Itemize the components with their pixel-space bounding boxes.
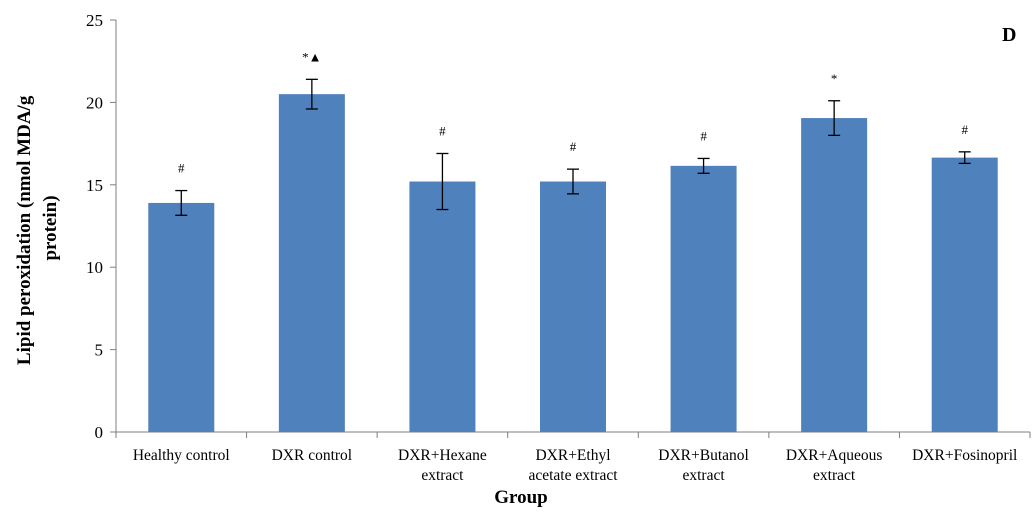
x-tick-label: DXR control (272, 447, 353, 464)
y-tick-label: 20 (86, 93, 103, 112)
x-tick-label-line: extract (421, 467, 464, 484)
x-tick-label-line: Healthy control (133, 447, 230, 464)
x-tick-label-line: DXR+Butanol (658, 447, 749, 464)
significance-marker: # (961, 122, 968, 137)
significance-marker: # (570, 139, 577, 154)
x-tick-label-line: extract (813, 467, 856, 484)
bar (148, 202, 215, 432)
x-tick-label-line: DXR control (272, 447, 353, 464)
significance-marker: *▲ (302, 49, 321, 64)
x-tick-label-line: DXR+Ethyl (535, 447, 610, 464)
y-tick-label: 0 (95, 423, 104, 442)
x-axis-title: Group (494, 487, 548, 508)
x-tick-label-line: DXR+Aqueous (786, 447, 883, 464)
x-tick-label-line: acetate extract (528, 467, 618, 484)
y-tick-label: 10 (86, 258, 103, 277)
bar (801, 118, 868, 432)
bar (670, 165, 737, 432)
x-tick-label-line: DXR+Hexane (398, 447, 487, 464)
plot-area: 0 5 10 15 20 25 # Healthy control *▲ DXR control #… (86, 11, 1031, 484)
x-tick-label: DXR+Butanol extract (658, 447, 749, 484)
y-tick-label: 15 (86, 176, 103, 195)
x-tick-label: DXR+Fosinopril (912, 447, 1017, 464)
x-tick-label: DXR+Ethyl acetate extract (528, 447, 618, 484)
y-axis-title: Lipid peroxidation (nmol MDA/g protein) (14, 91, 61, 365)
y-tick-label: 5 (95, 341, 104, 360)
x-tick-label-line: DXR+Fosinopril (912, 447, 1017, 464)
y-tick-label: 25 (86, 11, 103, 30)
panel-label: D (1002, 24, 1016, 46)
significance-marker: * (831, 71, 838, 86)
bar (278, 94, 345, 432)
x-tick-label: DXR+Aqueous extract (786, 447, 883, 484)
x-tick-label: Healthy control (133, 447, 230, 464)
x-tick-label: DXR+Hexane extract (398, 447, 487, 484)
y-axis-title-line-2: protein) (40, 195, 61, 260)
bar (540, 181, 606, 432)
significance-marker: # (439, 123, 446, 138)
bar (931, 157, 998, 432)
y-axis-title-line-1: Lipid peroxidation (nmol MDA/g (14, 95, 35, 365)
bar (409, 181, 476, 432)
significance-marker: # (700, 128, 707, 143)
x-tick-label-line: extract (682, 467, 725, 484)
significance-marker: # (178, 161, 185, 176)
